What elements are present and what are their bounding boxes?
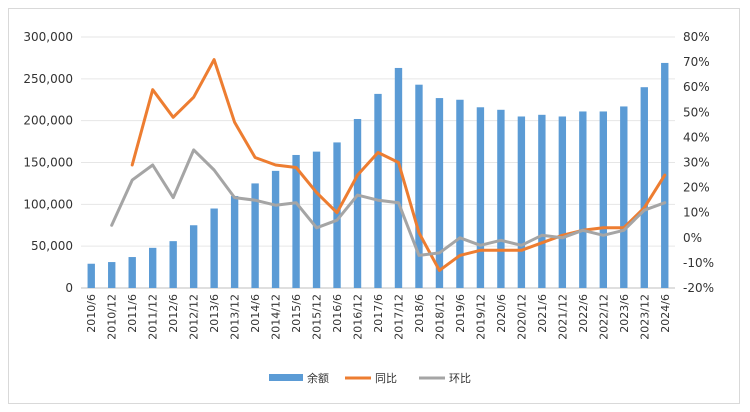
x-tick-label: 2010/6 bbox=[85, 294, 98, 333]
x-tick-label: 2012/12 bbox=[188, 294, 201, 340]
right-tick-label: 0% bbox=[683, 231, 702, 245]
x-tick-label: 2022/12 bbox=[597, 294, 610, 340]
x-tick-label: 2011/6 bbox=[126, 294, 139, 333]
x-tick-label: 2012/6 bbox=[167, 294, 180, 333]
bar bbox=[210, 208, 218, 288]
bar bbox=[353, 118, 362, 288]
x-tick-label: 2014/6 bbox=[249, 294, 262, 333]
x-tick-label: 2015/12 bbox=[311, 294, 324, 340]
left-tick-label: 0 bbox=[65, 281, 73, 295]
bar bbox=[558, 116, 567, 288]
bar bbox=[538, 114, 546, 288]
bar bbox=[579, 111, 587, 288]
x-tick-label: 2020/12 bbox=[515, 294, 528, 340]
x-tick-label: 2020/6 bbox=[495, 294, 508, 333]
bar bbox=[620, 106, 628, 289]
bar bbox=[517, 116, 526, 288]
x-tick-label: 2017/12 bbox=[392, 294, 405, 340]
right-tick-label: 80% bbox=[683, 30, 710, 44]
x-axis: 2010/6 2010/12 2011/6 2011/12 2012/6 2012/12 2… bbox=[85, 294, 672, 340]
bar bbox=[374, 93, 382, 288]
right-tick-label: -20% bbox=[683, 281, 714, 295]
x-tick-label: 2023/6 bbox=[618, 294, 631, 333]
bar bbox=[149, 247, 157, 288]
right-tick-label: 40% bbox=[683, 130, 710, 144]
x-tick-label: 2015/6 bbox=[290, 294, 303, 333]
x-tick-label: 2021/6 bbox=[536, 294, 549, 333]
right-tick-label: -10% bbox=[683, 256, 714, 270]
x-tick-label: 2011/12 bbox=[147, 294, 160, 340]
bar bbox=[476, 107, 485, 288]
line-qoq bbox=[110, 148, 667, 257]
bar bbox=[312, 151, 321, 288]
x-tick-label: 2014/12 bbox=[270, 294, 283, 340]
right-tick-label: 10% bbox=[683, 206, 710, 220]
line-series-group bbox=[110, 58, 667, 272]
x-tick-label: 2021/12 bbox=[556, 294, 569, 340]
left-tick-label: 150,000 bbox=[23, 156, 73, 170]
legend-swatch-bar bbox=[269, 374, 303, 381]
x-tick-label: 2022/6 bbox=[577, 294, 590, 333]
x-tick-label: 2019/6 bbox=[454, 294, 467, 333]
bar bbox=[415, 84, 423, 288]
bar bbox=[333, 142, 341, 288]
combo-chart: 0 50,000 100,000 150,000 200,000 250,000 300,0… bbox=[23, 30, 714, 385]
x-tick-label: 2013/6 bbox=[208, 294, 221, 333]
left-tick-label: 200,000 bbox=[23, 114, 73, 128]
bar-series-balance bbox=[87, 62, 669, 289]
bar bbox=[640, 87, 648, 288]
left-y-axis: 0 50,000 100,000 150,000 200,000 250,000 300,0… bbox=[23, 30, 73, 295]
legend-label: 环比 bbox=[449, 372, 471, 385]
x-tick-label: 2016/6 bbox=[331, 294, 344, 333]
bar bbox=[394, 67, 403, 288]
x-tick-label: 2018/12 bbox=[433, 294, 446, 340]
bar bbox=[230, 195, 239, 288]
right-y-axis: -20% -10% 0% 10% 20% 30% 40% 50% 60% 70% 80% bbox=[683, 30, 714, 295]
bar bbox=[271, 170, 280, 288]
left-tick-label: 250,000 bbox=[23, 72, 73, 86]
bar bbox=[169, 241, 177, 288]
x-tick-label: 2023/12 bbox=[638, 294, 651, 340]
x-tick-label: 2019/12 bbox=[474, 294, 487, 340]
bar bbox=[251, 183, 259, 288]
x-tick-label: 2017/6 bbox=[372, 294, 385, 333]
right-tick-label: 30% bbox=[683, 156, 710, 170]
x-tick-label: 2013/12 bbox=[229, 294, 242, 340]
left-tick-label: 100,000 bbox=[23, 197, 73, 211]
right-tick-label: 60% bbox=[683, 80, 710, 94]
x-tick-label: 2018/6 bbox=[413, 294, 426, 333]
bar bbox=[87, 263, 95, 288]
bar bbox=[599, 111, 607, 288]
chart-frame: 0 50,000 100,000 150,000 200,000 250,000 300,0… bbox=[8, 8, 740, 404]
bar bbox=[435, 98, 444, 289]
legend-label: 同比 bbox=[375, 372, 397, 385]
bar bbox=[292, 154, 300, 288]
right-tick-label: 20% bbox=[683, 181, 710, 195]
x-tick-label: 2010/12 bbox=[106, 294, 119, 340]
right-tick-label: 70% bbox=[683, 55, 710, 69]
bar bbox=[189, 225, 198, 288]
left-tick-label: 300,000 bbox=[23, 30, 73, 44]
right-tick-label: 50% bbox=[683, 105, 710, 119]
legend: 余额 同比 环比 bbox=[269, 371, 471, 385]
x-tick-label: 2024/6 bbox=[659, 294, 672, 333]
left-tick-label: 50,000 bbox=[31, 239, 73, 253]
bar bbox=[108, 262, 116, 288]
x-tick-label: 2016/12 bbox=[352, 294, 365, 340]
bar bbox=[497, 109, 505, 288]
bar bbox=[456, 99, 464, 288]
legend-label: 余额 bbox=[307, 371, 329, 385]
bar bbox=[128, 257, 136, 288]
